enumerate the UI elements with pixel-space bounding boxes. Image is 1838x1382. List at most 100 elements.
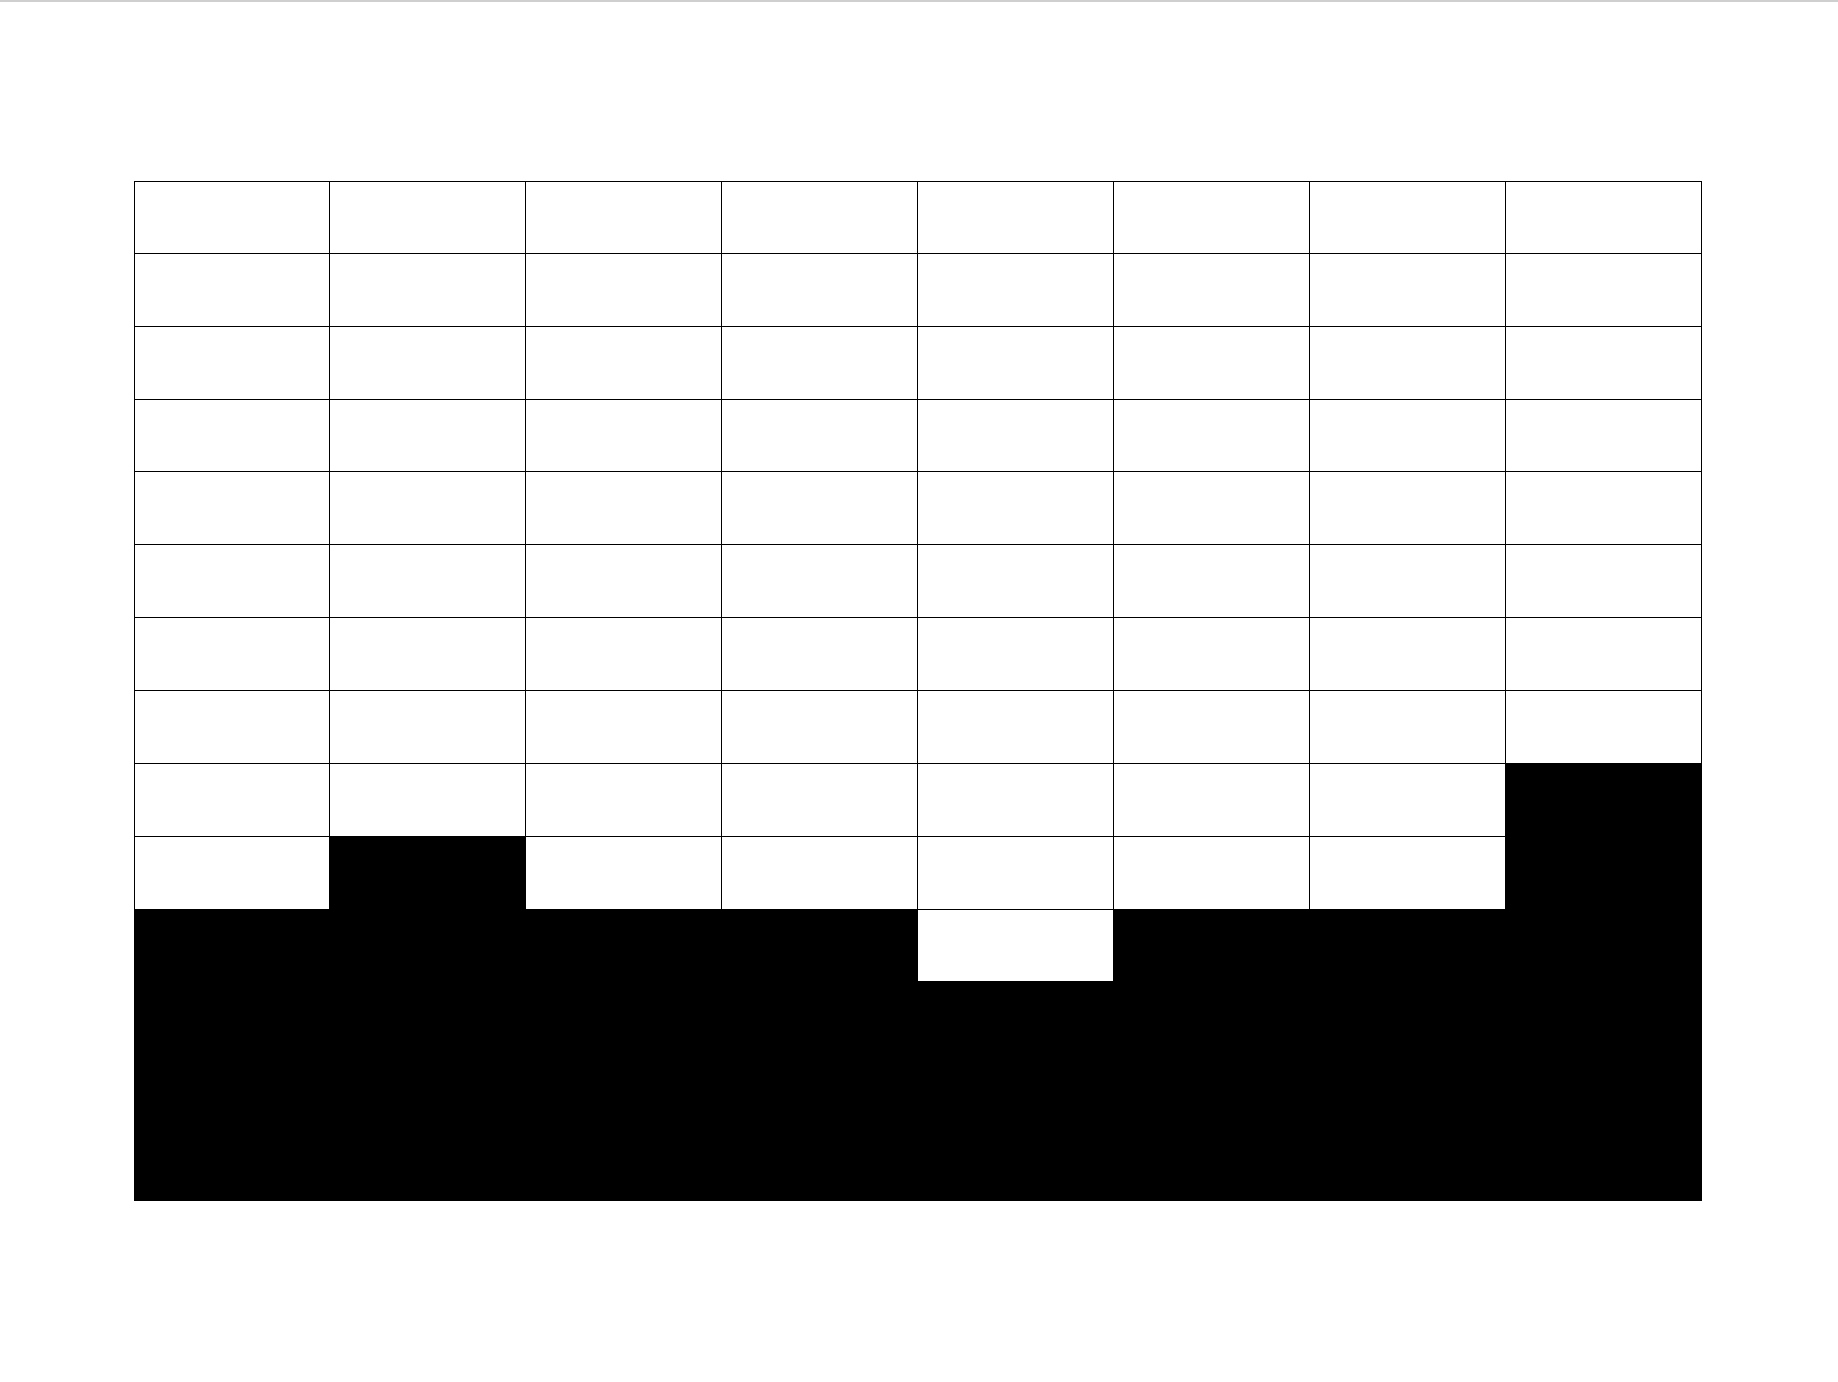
grid-cell-filled xyxy=(1310,982,1506,1056)
grid-cell-filled xyxy=(1506,1055,1702,1129)
grid-cell-empty xyxy=(1310,690,1506,764)
grid-cell-filled xyxy=(526,909,722,983)
grid-cell-filled xyxy=(1506,836,1702,910)
grid-cell-empty xyxy=(722,690,918,764)
grid-cell-filled xyxy=(918,1128,1114,1201)
grid-cell-empty xyxy=(722,545,918,619)
grid-cell-filled xyxy=(330,1128,526,1201)
grid-cell-empty xyxy=(1506,181,1702,254)
grid-cell-empty xyxy=(134,253,330,327)
grid-cell-empty xyxy=(1114,545,1310,619)
grid-cell-filled xyxy=(918,1055,1114,1129)
grid-cell-empty xyxy=(330,399,526,473)
grid-cell-empty xyxy=(918,763,1114,837)
grid-cell-empty xyxy=(1114,690,1310,764)
grid-cell-filled xyxy=(526,1055,722,1129)
grid-cell-filled xyxy=(1506,1128,1702,1201)
grid-cell-empty xyxy=(330,253,526,327)
grid-cell-empty xyxy=(1114,763,1310,837)
grid-cell-empty xyxy=(134,472,330,546)
grid-cell-empty xyxy=(526,545,722,619)
top-divider xyxy=(0,0,1838,2)
grid-cell-empty xyxy=(1310,399,1506,473)
grid-cell-empty xyxy=(330,545,526,619)
grid-cell-empty xyxy=(722,326,918,400)
grid-cell-filled xyxy=(330,836,526,910)
grid-cell-empty xyxy=(1506,690,1702,764)
grid-cell-empty xyxy=(1310,326,1506,400)
grid-cell-empty xyxy=(134,326,330,400)
grid-cell-empty xyxy=(918,181,1114,254)
grid-cell-filled xyxy=(1114,909,1310,983)
grid-cell-empty xyxy=(918,690,1114,764)
grid-cell-empty xyxy=(722,472,918,546)
grid-cell-filled xyxy=(722,1128,918,1201)
grid-cell-filled xyxy=(918,982,1114,1056)
grid-cell-filled xyxy=(330,1055,526,1129)
grid-cell-empty xyxy=(1310,545,1506,619)
grid-cell-filled xyxy=(526,982,722,1056)
grid-cell-empty xyxy=(330,618,526,691)
grid-cell-empty xyxy=(722,253,918,327)
grid-cell-filled xyxy=(1506,982,1702,1056)
grid-cell-filled xyxy=(134,1128,330,1201)
grid-cell-empty xyxy=(918,253,1114,327)
grid-cell-filled xyxy=(722,982,918,1056)
grid-cell-empty xyxy=(526,326,722,400)
grid-cell-empty xyxy=(1506,472,1702,546)
grid-cell-empty xyxy=(1114,181,1310,254)
grid-cell-empty xyxy=(1114,399,1310,473)
grid-cell-empty xyxy=(1114,618,1310,691)
grid-cell-empty xyxy=(1506,618,1702,691)
grid-cell-empty xyxy=(918,836,1114,910)
grid-cell-empty xyxy=(526,763,722,837)
grid-cell-empty xyxy=(1310,618,1506,691)
grid-cell-filled xyxy=(134,1055,330,1129)
grid-cell-empty xyxy=(1114,836,1310,910)
grid-cell-empty xyxy=(1310,253,1506,327)
grid-board xyxy=(134,181,1702,1201)
grid-cell-filled xyxy=(330,982,526,1056)
grid-cell-empty xyxy=(526,472,722,546)
grid-cell-empty xyxy=(722,618,918,691)
grid-cell-empty xyxy=(1506,253,1702,327)
grid-cell-empty xyxy=(330,326,526,400)
grid-cell-empty xyxy=(1114,472,1310,546)
grid-cell-empty xyxy=(134,618,330,691)
grid-cell-empty xyxy=(1310,181,1506,254)
grid-cell-empty xyxy=(134,763,330,837)
grid-cell-empty xyxy=(134,690,330,764)
grid-cell-empty xyxy=(330,472,526,546)
grid-cell-empty xyxy=(134,399,330,473)
grid-cell-filled xyxy=(1114,1128,1310,1201)
grid-cell-filled xyxy=(526,1128,722,1201)
grid-cell-empty xyxy=(526,690,722,764)
grid-cell-empty xyxy=(134,836,330,910)
grid-cell-empty xyxy=(1310,836,1506,910)
grid-cell-empty xyxy=(526,618,722,691)
grid-cell-filled xyxy=(330,909,526,983)
grid-cell-empty xyxy=(330,690,526,764)
grid-cell-filled xyxy=(722,1055,918,1129)
grid-cell-empty xyxy=(918,399,1114,473)
grid-cell-empty xyxy=(1506,399,1702,473)
grid-cell-filled xyxy=(134,909,330,983)
grid-cell-empty xyxy=(1506,545,1702,619)
grid-cell-empty xyxy=(134,545,330,619)
grid-cell-empty xyxy=(526,399,722,473)
grid-cell-empty xyxy=(918,472,1114,546)
grid-cell-filled xyxy=(1114,982,1310,1056)
grid-cell-empty xyxy=(722,763,918,837)
grid-cell-filled xyxy=(1506,763,1702,837)
grid-cell-filled xyxy=(134,982,330,1056)
grid-cell-filled xyxy=(1310,909,1506,983)
grid-cell-empty xyxy=(1506,326,1702,400)
grid-cell-empty xyxy=(722,181,918,254)
grid-cell-filled xyxy=(1310,1055,1506,1129)
grid-cell-empty xyxy=(526,836,722,910)
grid-cell-empty xyxy=(330,763,526,837)
grid-cell-filled xyxy=(1506,909,1702,983)
grid-cell-empty xyxy=(722,399,918,473)
grid-cell-empty xyxy=(918,545,1114,619)
